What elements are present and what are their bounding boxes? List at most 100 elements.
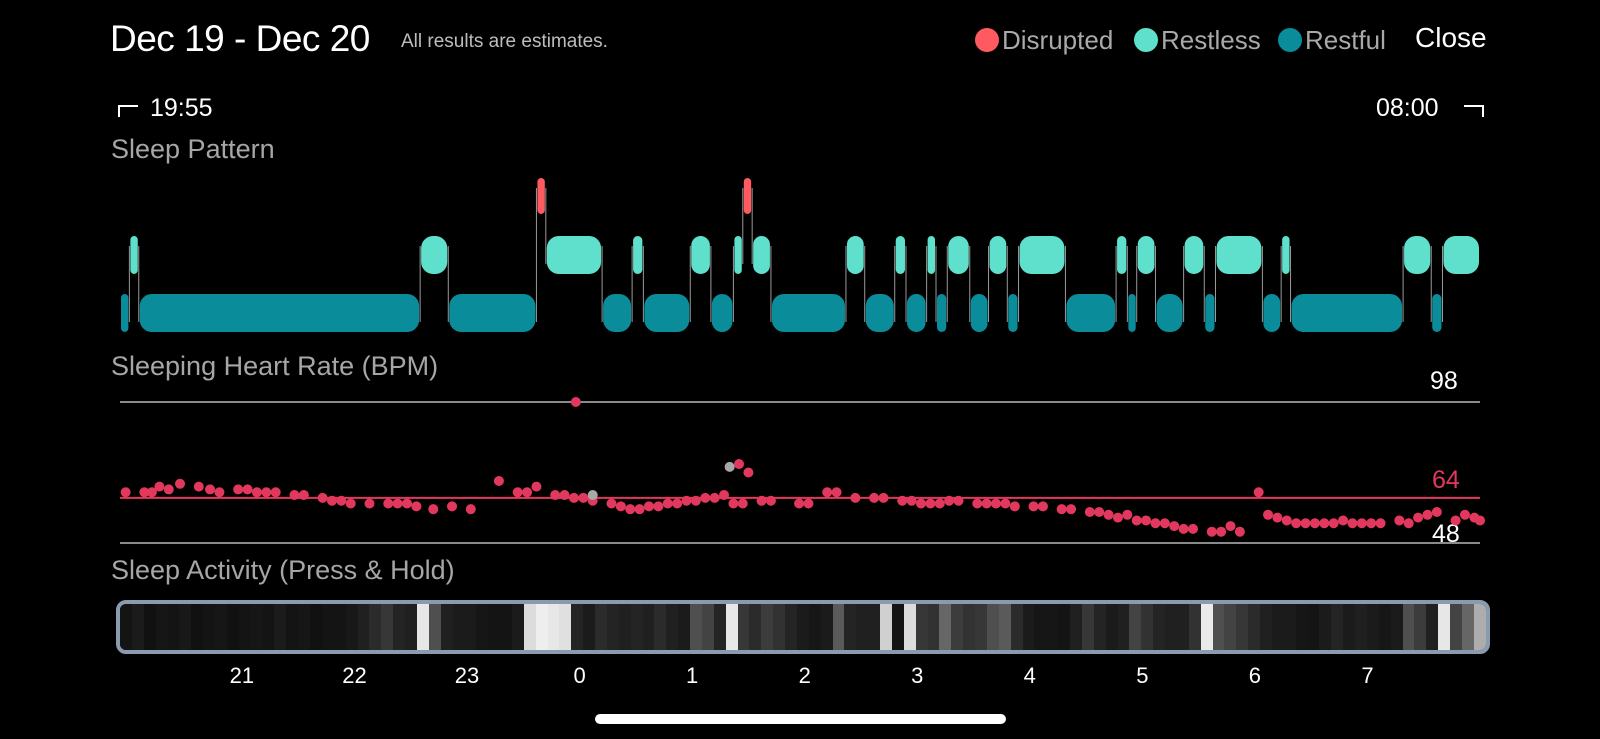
activity-cell: [1271, 604, 1284, 650]
heart-rate-point: [411, 501, 422, 512]
activity-cell: [1200, 604, 1213, 650]
heart-rate-point: [709, 492, 720, 503]
activity-cell: [488, 604, 500, 650]
sleep-segment-restful: [121, 294, 129, 332]
activity-cell: [357, 604, 370, 650]
sleep-segment-restful: [711, 294, 733, 332]
activity-cell: [321, 604, 334, 650]
heart-rate-point: [175, 478, 186, 489]
activity-cell: [1319, 604, 1332, 650]
heart-rate-point: [1309, 518, 1320, 529]
activity-cell: [880, 604, 892, 650]
heart-rate-point: [944, 495, 955, 506]
activity-cell: [191, 604, 204, 650]
activity-cell: [713, 604, 726, 650]
activity-cell: [405, 604, 417, 650]
sleep-segment-restful: [970, 294, 988, 332]
heart-rate-point: [803, 498, 814, 509]
activity-cell: [298, 604, 310, 650]
heart-rate-point: [1413, 512, 1424, 523]
activity-cell: [511, 604, 524, 650]
heart-rate-point: [512, 487, 523, 498]
sleep-pattern-title: Sleep Pattern: [111, 134, 275, 164]
start-time: 19:55: [150, 94, 213, 122]
activity-cell: [1236, 604, 1249, 650]
activity-cell: [120, 604, 132, 650]
sleep-segment-restless: [1216, 236, 1262, 274]
heart-rate-point: [972, 498, 983, 509]
heart-rate-point: [794, 498, 805, 509]
heart-rate-point: [364, 498, 375, 509]
heart-rate-point: [743, 467, 754, 478]
activity-cell: [1165, 604, 1177, 650]
heart-rate-point: [193, 481, 204, 492]
sleep-segment-restless: [1404, 236, 1431, 274]
sleep-segment-restless: [691, 236, 710, 274]
close-button[interactable]: Close: [1415, 22, 1487, 53]
sleep-segment-restful: [603, 294, 632, 332]
activity-cell: [1307, 604, 1320, 650]
sleep-segment-restful: [1128, 294, 1136, 332]
activity-cell: [927, 604, 940, 650]
heart-rate-point: [1338, 515, 1349, 526]
sleep-segment-disrupted: [537, 178, 545, 214]
activity-cell: [310, 604, 322, 650]
heart-rate-point: [1475, 515, 1485, 526]
activity-cell: [583, 604, 595, 650]
sleep-segment-restless: [753, 236, 770, 274]
activity-cell: [1058, 604, 1070, 650]
activity-cell: [1022, 604, 1035, 650]
activity-cell: [725, 604, 738, 650]
heart-rate-point: [906, 495, 917, 506]
end-bracket-icon: [1464, 105, 1484, 117]
sleep-segment-restful: [644, 294, 690, 332]
activity-cell: [820, 604, 833, 650]
heart-rate-point: [1403, 518, 1414, 529]
activity-cell: [630, 604, 643, 650]
activity-cell: [1450, 604, 1462, 650]
heart-rate-point: [163, 484, 174, 495]
heart-rate-point: [756, 495, 767, 506]
heart-rate-point: [214, 487, 225, 498]
sleep-segment-restful: [1263, 294, 1281, 332]
heart-rate-point: [1150, 518, 1161, 529]
time-axis-tick: 0: [573, 663, 586, 688]
restless-dot-icon: [1134, 28, 1158, 52]
activity-cell: [903, 604, 916, 650]
activity-cell: [226, 604, 239, 650]
heart-rate-point: [1112, 512, 1123, 523]
heart-rate-point: [1056, 504, 1067, 515]
activity-cell: [737, 604, 750, 650]
sleep-segment-restless: [948, 236, 969, 274]
activity-cell: [1402, 604, 1415, 650]
time-axis-tick: 21: [229, 663, 255, 688]
activity-cell: [1426, 604, 1439, 650]
heart-rate-point: [1450, 515, 1461, 526]
activity-cell: [559, 604, 572, 650]
activity-cell: [1117, 604, 1130, 650]
heart-rate-point: [878, 492, 889, 503]
sleep-segment-restful: [1291, 294, 1403, 332]
heart-rate-point: [915, 498, 926, 509]
heart-rate-point: [559, 490, 570, 501]
activity-cell: [523, 604, 536, 650]
activity-strip: [120, 604, 1486, 650]
activity-cell: [440, 604, 453, 650]
heart-rate-title: Sleeping Heart Rate (BPM): [111, 351, 439, 381]
heart-rate-point: [765, 495, 776, 506]
time-axis-tick: 6: [1248, 663, 1262, 688]
activity-cell: [761, 604, 774, 650]
heart-rate-point: [465, 504, 476, 515]
heart-rate-point: [1159, 518, 1170, 529]
activity-cell: [1153, 604, 1165, 650]
activity-cell: [963, 604, 975, 650]
sleep-segment-restless: [989, 236, 1007, 274]
heart-rate-point: [1375, 518, 1386, 529]
home-indicator[interactable]: [595, 714, 1006, 724]
activity-cell: [1295, 604, 1308, 650]
sleep-activity-bar[interactable]: [116, 600, 1490, 654]
heart-rate-point: [154, 481, 165, 492]
sleep-segment-restful: [771, 294, 845, 332]
sleep-segment-restful: [1205, 294, 1215, 332]
